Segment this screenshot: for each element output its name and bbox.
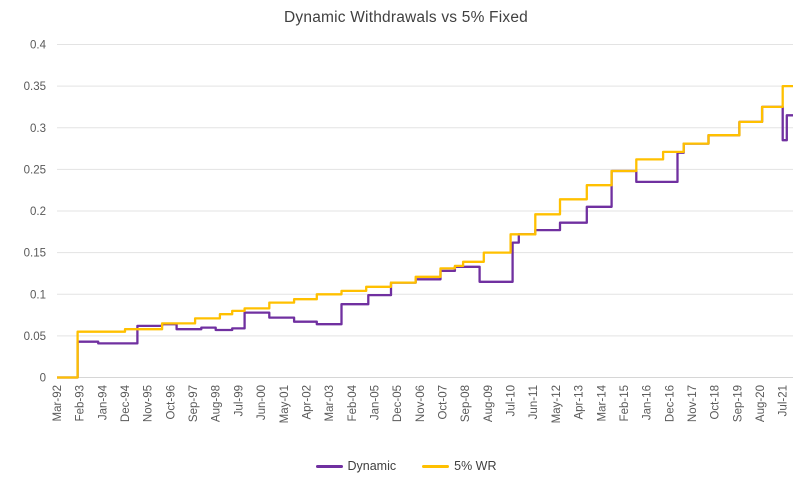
- x-axis-tick-label: Dec-94: [120, 384, 132, 422]
- legend-label-5pct-wr: 5% WR: [454, 459, 497, 473]
- x-axis-tick-label: May-12: [551, 385, 563, 423]
- legend-item-5pct-wr: 5% WR: [422, 459, 497, 473]
- x-axis-tick-label: Mar-14: [596, 384, 608, 421]
- x-axis-tick-label: Oct-18: [710, 385, 722, 420]
- y-axis-tick-label: 0.05: [24, 331, 46, 343]
- x-axis-tick-label: Nov-06: [415, 385, 427, 422]
- legend-swatch-dynamic: [315, 464, 343, 468]
- x-axis-tick-label: Dec-16: [664, 385, 676, 422]
- x-axis-tick-label: Oct-07: [438, 385, 450, 420]
- chart-title: Dynamic Withdrawals vs 5% Fixed: [284, 9, 528, 26]
- y-axis-tick-label: 0.35: [24, 81, 46, 93]
- x-axis-tick-label: Feb-15: [619, 385, 631, 421]
- legend-swatch-5pct-wr: [422, 464, 450, 468]
- y-axis-tick-label: 0.4: [30, 40, 47, 52]
- y-axis-tick-label: 0: [40, 373, 46, 385]
- x-axis-tick-label: Feb-93: [75, 385, 87, 421]
- y-axis-tick-label: 0.15: [24, 248, 46, 260]
- x-axis-tick-label: Jul-10: [506, 385, 518, 416]
- x-axis-tick-label: Oct-96: [165, 385, 177, 420]
- x-axis-tick-label: Jun-00: [256, 385, 268, 420]
- x-axis-tick-label: Apr-13: [574, 385, 586, 420]
- x-axis-tick-label: Jul-21: [778, 385, 790, 416]
- x-axis-tick-label: Aug-98: [211, 385, 223, 422]
- x-axis-tick-label: Mar-03: [324, 385, 336, 421]
- x-axis-tick-label: Jan-94: [97, 384, 109, 420]
- x-axis-tick-label: Jan-05: [369, 385, 381, 420]
- y-axis-tick-label: 0.1: [30, 289, 46, 301]
- x-axis-tick-label: Apr-02: [301, 385, 313, 420]
- x-axis-tick-label: Nov-17: [687, 385, 699, 422]
- y-axis-tick-label: 0.25: [24, 164, 46, 176]
- x-axis-tick-label: Dec-05: [392, 385, 404, 422]
- x-axis-tick-label: Jul-99: [233, 385, 245, 416]
- y-axis-tick-label: 0.2: [30, 206, 46, 218]
- x-axis-tick-label: Sep-08: [460, 385, 472, 422]
- legend-label-dynamic: Dynamic: [347, 459, 397, 473]
- x-axis-tick-label: Aug-20: [755, 385, 767, 422]
- x-axis-tick-label: Feb-04: [347, 384, 359, 421]
- legend: Dynamic 5% WR: [0, 459, 812, 473]
- x-axis-tick-label: Mar-92: [52, 385, 64, 421]
- x-axis-tick-label: Aug-09: [483, 385, 495, 422]
- x-axis-tick-label: Sep-19: [732, 385, 744, 422]
- y-axis-tick-label: 0.3: [30, 123, 46, 135]
- x-axis-tick-label: May-01: [279, 385, 291, 423]
- x-axis-tick-label: Jan-16: [642, 385, 654, 420]
- x-axis-tick-label: Jun-11: [528, 385, 540, 419]
- x-axis-tick-label: Nov-95: [143, 385, 155, 422]
- series-line-5pct-wr: [57, 84, 793, 379]
- legend-item-dynamic: Dynamic: [315, 459, 397, 473]
- x-axis-tick-label: Sep-97: [188, 385, 200, 422]
